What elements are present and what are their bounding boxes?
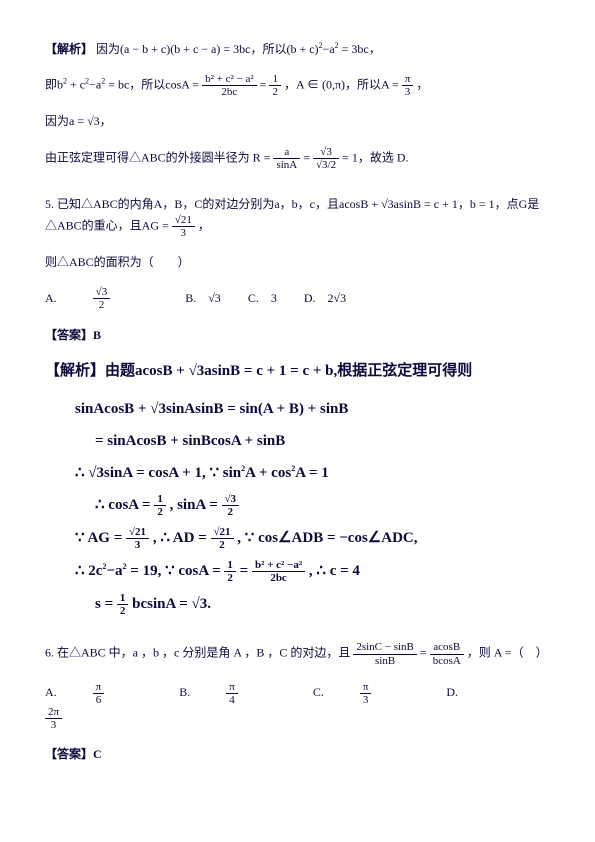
p5-step-2: = sinAcosB + sinBcosA + sinB bbox=[45, 429, 550, 453]
option-c: C. 3 bbox=[248, 291, 277, 305]
fraction: b² + c² − a²2bc bbox=[202, 73, 257, 98]
p5-question-line1: 5. 已知△ABC的内角A，B，C的对边分别为a，b，c，且acosB + √3… bbox=[45, 195, 550, 239]
fraction: π3 bbox=[402, 73, 414, 98]
p5-step-1: sinAcosB + √3sinAsinB = sin(A + B) + sin… bbox=[45, 397, 550, 421]
option-a: A. √32 bbox=[45, 291, 158, 305]
option-c: C. π3 bbox=[313, 685, 420, 699]
p6-options: A. π6 B. π4 C. π3 D. 2π3 bbox=[45, 681, 550, 731]
option-b: B. √3 bbox=[185, 291, 221, 305]
option-d: D. 2√3 bbox=[304, 291, 346, 305]
p4-analysis-line1: 【解析】 因为(a − b + c)(b + c − a) = 3bc，所以(b… bbox=[45, 40, 550, 59]
p5-step-3: ∴ √3sinA = cosA + 1, ∵ sin2A + cos2A = 1 bbox=[45, 461, 550, 485]
analysis-label: 【解析】 bbox=[45, 42, 93, 56]
p4-analysis-line2: 即b2 + c2−a2 = bc，所以cosA = b² + c² − a²2b… bbox=[45, 73, 550, 98]
fraction: 12 bbox=[269, 73, 281, 98]
p5-analysis-header: 【解析】由题acosB + √3asinB = c + 1 = c + b,根据… bbox=[45, 359, 550, 383]
fraction: √3√3/2 bbox=[313, 146, 339, 171]
option-a: A. π6 bbox=[45, 685, 152, 699]
fraction: acosBbcosA bbox=[430, 641, 464, 666]
fraction: asinA bbox=[273, 146, 300, 171]
p5-answer: 【答案】B bbox=[45, 326, 550, 345]
p4-analysis-line4: 由正弦定理可得△ABC的外接圆半径为 R = asinA = √3√3/2 = … bbox=[45, 146, 550, 171]
p4-analysis-line3: 因为a = √3， bbox=[45, 112, 550, 131]
p5-step-5: ∵ AG = √213 , ∴ AD = √212 , ∵ cos∠ADB = … bbox=[45, 526, 550, 551]
p6-question: 6. 在△ABC 中，a ，b ，c 分别是角 A ，B ，C 的对边，且 2s… bbox=[45, 641, 550, 666]
p5-options: A. √32 B. √3 C. 3 D. 2√3 bbox=[45, 286, 550, 311]
p5-step-6: ∴ 2c2−a2 = 19, ∵ cosA = 12 = b² + c² −a²… bbox=[45, 559, 550, 584]
text: 因为(a − b + c)(b + c − a) = 3bc，所以(b + c) bbox=[96, 42, 319, 56]
p5-question-line2: 则△ABC的面积为（ ） bbox=[45, 253, 550, 272]
fraction: √213 bbox=[172, 214, 195, 239]
p6-answer: 【答案】C bbox=[45, 745, 550, 764]
fraction: 2sinC − sinBsinB bbox=[353, 641, 417, 666]
p5-step-7: s = 12 bcsinA = √3. bbox=[45, 592, 550, 617]
option-b: B. π4 bbox=[179, 685, 286, 699]
p5-step-4: ∴ cosA = 12 , sinA = √32 bbox=[45, 493, 550, 518]
